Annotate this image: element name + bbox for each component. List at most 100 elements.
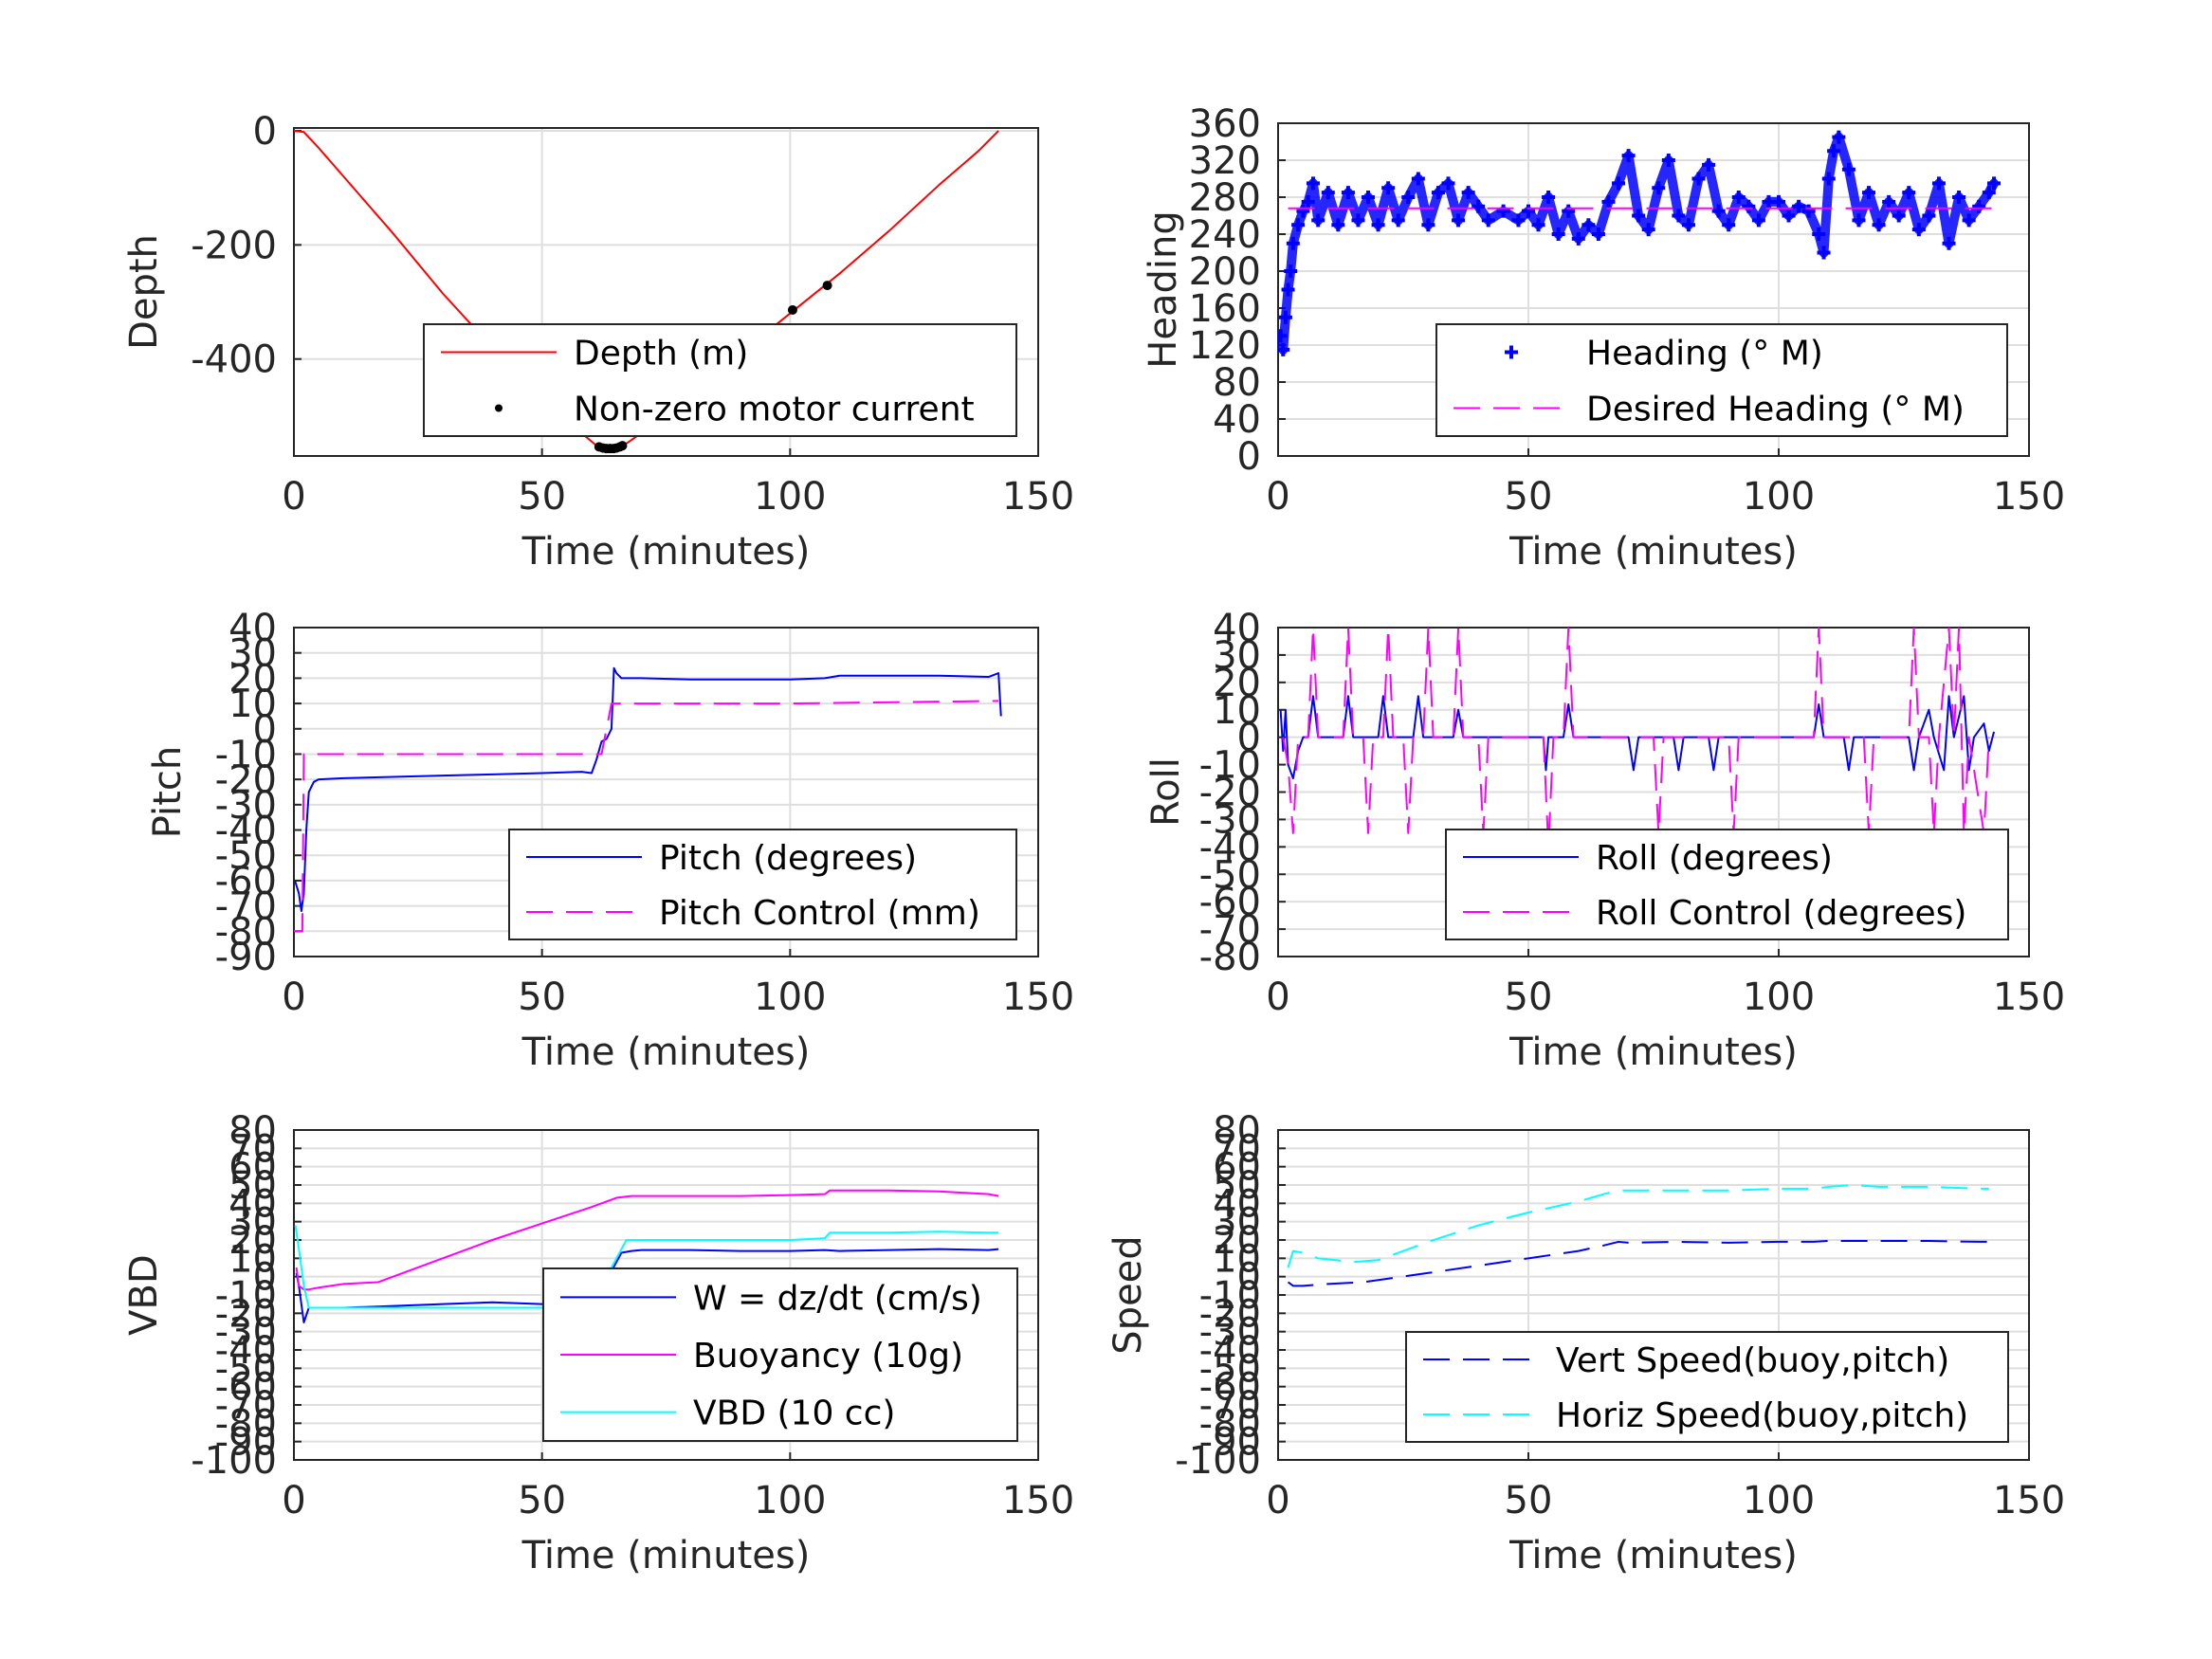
y-tick-label: 280: [1189, 176, 1261, 220]
panel-speed: 0 50 100 15080706050403020100-10-20-30-40-5…: [1106, 1109, 2065, 1577]
x-tick-label: 50: [518, 1479, 566, 1522]
y-tick-label: -40: [215, 1329, 277, 1373]
plot-area: [1278, 130, 2002, 356]
y-tick-label: -100: [191, 1439, 277, 1483]
y-tick-label: 50: [1213, 1164, 1261, 1208]
y-tick-label: 10: [229, 683, 277, 726]
y-tick-label: 240: [1189, 213, 1261, 257]
legend-label: Desired Heading (° M): [1586, 391, 1965, 429]
y-tick-label: 0: [1237, 717, 1261, 760]
x-tick-label: 100: [754, 1479, 826, 1522]
y-tick-label: -60: [1199, 881, 1261, 924]
y-tick-label: 30: [1213, 634, 1261, 678]
x-tick-label: 0: [282, 475, 305, 519]
y-tick-label: 0: [253, 110, 277, 154]
y-tick-label: -40: [1199, 826, 1261, 869]
legend: Pitch (degrees) Pitch Control (mm): [508, 829, 1017, 940]
y-tick-label: -20: [215, 1292, 277, 1336]
legend-label: Vert Speed(buoy,pitch): [1556, 1341, 1949, 1380]
x-tick-label: 100: [754, 975, 826, 1019]
x-tick-label: 0: [282, 975, 305, 1019]
legend: Roll (degrees) Roll Control (degrees): [1445, 829, 2009, 940]
panel-depth: 0 50 100 150 0 -200 -400 Time (minutes) Depth Dep…: [122, 110, 1074, 574]
x-axis-label: Time (minutes): [521, 530, 811, 574]
x-tick-label: 100: [1743, 475, 1815, 519]
y-axis-label: Speed: [1106, 1235, 1150, 1354]
legend-label: Non-zero motor current: [574, 391, 975, 429]
legend-box: [508, 829, 1017, 940]
y-tick-label: 200: [1189, 250, 1261, 294]
y-axis-label: Heading: [1142, 210, 1185, 368]
y-tick-label: -20: [1199, 1292, 1261, 1336]
legend-box: [1435, 323, 2008, 437]
y-tick-label: 20: [1213, 662, 1261, 705]
legend-label: Depth (m): [574, 335, 748, 374]
legend-label: Pitch (degrees): [659, 839, 917, 878]
y-tick-label: 320: [1189, 139, 1261, 183]
y-tick-label: -80: [215, 910, 277, 954]
y-tick-label: -70: [1199, 1384, 1261, 1428]
legend-label: Roll (degrees): [1596, 839, 1833, 878]
y-tick-label: 80: [1213, 1109, 1261, 1153]
y-tick-label: -70: [215, 885, 277, 929]
y-tick-label: 80: [1213, 361, 1261, 405]
y-tick-label: -90: [215, 1421, 277, 1465]
legend: W = dz/dt (cm/s) Buoyancy (10g) VBD (10 cc…: [542, 1267, 1018, 1442]
y-tick-label: 30: [1213, 1201, 1261, 1245]
y-tick-label: -70: [1199, 908, 1261, 952]
x-tick-label: 150: [1002, 475, 1074, 519]
x-tick-label: 0: [282, 1479, 305, 1522]
panel-vbd: 0 50 100 15080706050403020100-10-20-30-40-5…: [122, 1109, 1074, 1577]
x-tick-label: 150: [1002, 1479, 1074, 1522]
legend: Vert Speed(buoy,pitch) Horiz Speed(buoy,p…: [1405, 1331, 2009, 1443]
x-tick-label: 0: [1266, 1479, 1289, 1522]
x-axis-label: Time (minutes): [1508, 530, 1798, 574]
x-tick-label: 100: [1743, 975, 1815, 1019]
x-tick-label: 0: [1266, 475, 1289, 519]
series-heading-0: [1278, 130, 2002, 356]
data-point: [617, 441, 628, 451]
legend-label: Horiz Speed(buoy,pitch): [1556, 1396, 1968, 1435]
y-tick-label: -100: [1175, 1439, 1261, 1483]
y-tick-label: 40: [229, 607, 277, 650]
series-line-pitch-1: [294, 700, 999, 933]
y-tick-label: -70: [215, 1384, 277, 1428]
legend-box: [423, 323, 1017, 437]
legend-box: [1445, 829, 2009, 940]
y-tick-label: -200: [191, 224, 277, 267]
legend-box: [1405, 1331, 2009, 1443]
y-tick-label: -60: [215, 1366, 277, 1410]
y-tick-label: -50: [215, 1347, 277, 1391]
plot-area: [1279, 628, 1996, 848]
legend-label: Buoyancy (10g): [693, 1337, 963, 1376]
y-tick-label: -80: [1199, 936, 1261, 979]
y-tick-label: 80: [229, 1109, 277, 1153]
y-tick-label: -40: [215, 810, 277, 853]
series-line-roll-1: [1282, 628, 1990, 848]
y-tick-label: -60: [1199, 1366, 1261, 1410]
y-tick-label: -50: [1199, 853, 1261, 897]
y-tick-label: 30: [229, 1201, 277, 1245]
y-tick-label: -40: [1199, 1329, 1261, 1373]
y-tick-label: -80: [1199, 1402, 1261, 1446]
y-tick-label: -10: [1199, 744, 1261, 788]
y-axis-label: VBD: [122, 1254, 166, 1336]
y-tick-label: 0: [253, 708, 277, 752]
y-axis-label: Pitch: [146, 746, 190, 838]
x-tick-label: 50: [518, 975, 566, 1019]
y-tick-label: 160: [1189, 287, 1261, 331]
y-tick-label: 360: [1189, 102, 1261, 146]
y-tick-label: -30: [1199, 1311, 1261, 1355]
x-axis-label: Time (minutes): [521, 1534, 811, 1577]
axes-box: [1277, 627, 2030, 957]
y-tick-label: 20: [1213, 1219, 1261, 1263]
y-tick-label: -400: [191, 338, 277, 382]
x-axis-label: Time (minutes): [1508, 1030, 1798, 1074]
y-tick-label: 10: [229, 1237, 277, 1281]
y-tick-label: -90: [1199, 1421, 1261, 1465]
series-line-heading-0: [1278, 132, 2000, 355]
y-tick-label: 20: [229, 1219, 277, 1263]
x-tick-label: 50: [518, 475, 566, 519]
